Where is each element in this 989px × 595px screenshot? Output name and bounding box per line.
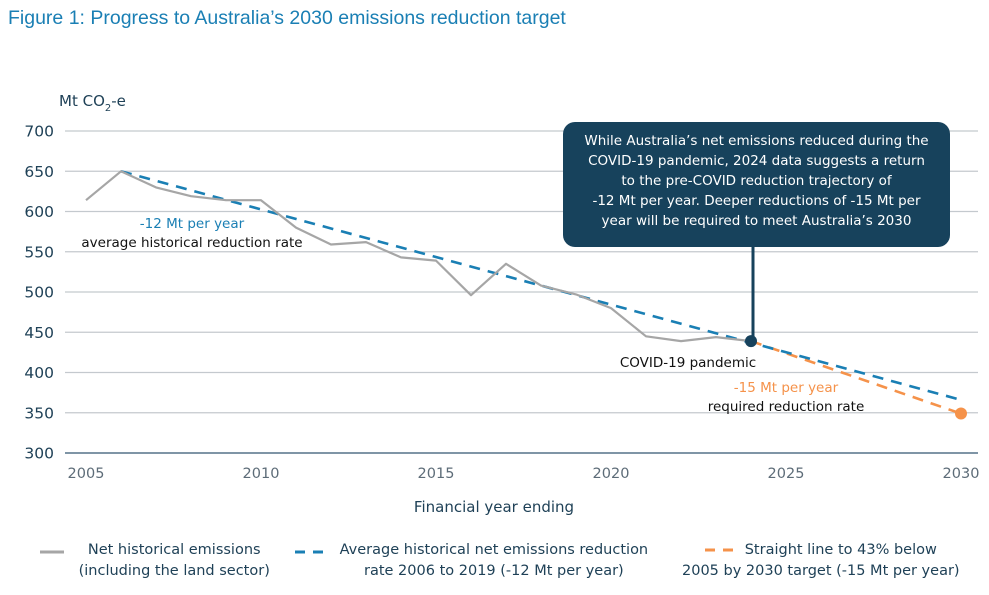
legend-swatch-dashed-blue <box>295 550 325 554</box>
legend-item-average: Average historical net emissions reducti… <box>295 540 648 582</box>
avg-rate-label: -12 Mt per year <box>140 216 245 232</box>
legend-line2: 2005 by 2030 target (-15 Mt per year) <box>682 563 960 579</box>
callout-box: While Australia’s net emissions reduced … <box>563 122 950 247</box>
legend-item-historical: Net historical emissions (including the l… <box>40 540 270 582</box>
legend-line2: rate 2006 to 2019 (-12 Mt per year) <box>364 563 624 579</box>
y-tick-label: 550 <box>24 243 54 261</box>
y-tick-label: 700 <box>24 123 54 141</box>
avg-rate-desc: average historical reduction rate <box>81 235 302 251</box>
series-average-line <box>120 170 962 402</box>
legend-swatch-dashed-orange <box>704 548 735 552</box>
x-tick-labels: 2005 2010 2015 2020 2025 2030 <box>68 466 980 482</box>
x-tick-label: 2025 <box>768 466 805 482</box>
y-tick-label: 400 <box>24 364 54 382</box>
series-historical-line <box>85 170 752 343</box>
legend-swatch-solid-grey <box>40 550 64 554</box>
y-tick-label: 300 <box>24 445 54 463</box>
y-tick-label: 500 <box>24 284 54 302</box>
x-tick-label: 2030 <box>943 466 980 482</box>
series-lines <box>85 170 962 415</box>
legend-line1: Straight line to 43% below <box>744 542 937 558</box>
x-tick-label: 2010 <box>243 466 280 482</box>
y-tick-labels: 300 350 400 450 500 550 600 650 700 <box>24 123 54 463</box>
callout-line: COVID-19 pandemic, 2024 data suggests a … <box>588 153 925 169</box>
x-tick-label: 2020 <box>593 466 630 482</box>
x-axis-label: Financial year ending <box>414 498 574 516</box>
markers <box>745 335 967 420</box>
callout-line: -12 Mt per year. Deeper reductions of -1… <box>592 193 921 209</box>
covid-label: COVID-19 pandemic <box>620 355 756 371</box>
legend-item-target: Straight line to 43% below 2005 by 2030 t… <box>682 540 960 582</box>
callout-line: year will be required to meet Australia’… <box>601 213 912 229</box>
legend-line2: (including the land sector) <box>78 563 270 579</box>
callout-line: While Australia’s net emissions reduced … <box>584 133 929 149</box>
y-axis-label: Mt CO2-e <box>59 92 126 114</box>
x-tick-label: 2015 <box>418 466 455 482</box>
legend-line1: Net historical emissions <box>87 542 261 558</box>
y-tick-label: 600 <box>24 203 54 221</box>
y-tick-label: 350 <box>24 404 54 422</box>
callout-line: to the pre-COVID reduction trajectory of <box>621 173 892 189</box>
figure-title: Figure 1: Progress to Australia’s 2030 e… <box>8 7 566 29</box>
y-tick-label: 450 <box>24 324 54 342</box>
req-rate-desc: required reduction rate <box>708 399 865 415</box>
legend-line1: Average historical net emissions reducti… <box>339 542 649 558</box>
x-tick-label: 2005 <box>68 466 105 482</box>
target-marker <box>955 407 967 420</box>
covid-marker <box>745 335 757 348</box>
y-tick-label: 650 <box>24 163 54 181</box>
req-rate-label: -15 Mt per year <box>734 380 839 396</box>
